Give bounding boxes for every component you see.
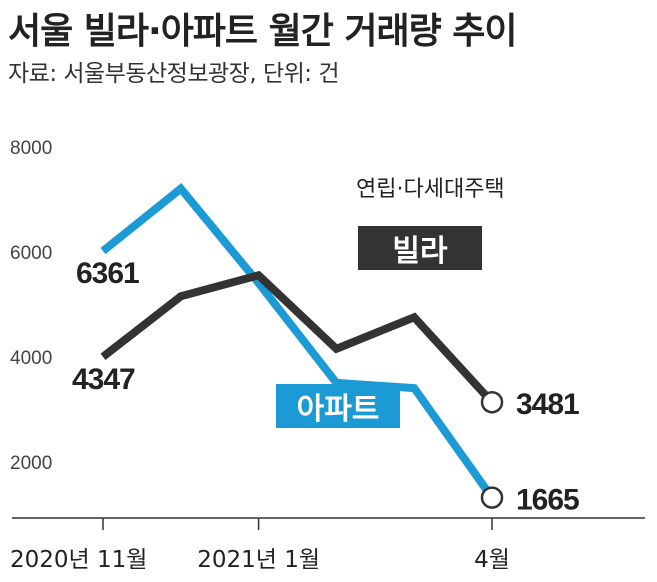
apartment-tag-label: 아파트 <box>297 392 380 427</box>
x-tick-label: 4월 <box>474 547 510 573</box>
apartment-tag-box <box>276 384 400 428</box>
villa-start-label: 4347 <box>72 363 135 396</box>
villa-tag-box <box>358 226 482 270</box>
villa-tag-label: 빌라 <box>392 234 448 269</box>
series-line-apartment <box>100 183 496 500</box>
x-axis-ticks: 2020년 11월 2021년 1월 4월 <box>10 518 510 573</box>
series-line-villa <box>100 270 495 405</box>
y-tick-label: 4000 <box>10 348 52 369</box>
chart-subtitle: 자료: 서울부동산정보광장, 단위: 건 <box>8 61 339 87</box>
y-axis-ticks: 2000 4000 6000 8000 <box>10 138 52 474</box>
villa-note: 연립·다세대주택 <box>356 177 505 202</box>
apartment-end-label: 1665 <box>516 484 579 517</box>
data-labels: 6361 4347 3481 1665 <box>72 257 580 517</box>
end-marker <box>480 390 504 414</box>
y-tick-label: 8000 <box>10 138 52 159</box>
villa-end-label: 3481 <box>516 388 579 421</box>
apartment-start-label: 6361 <box>76 257 139 290</box>
x-tick-label: 2020년 11월 <box>10 547 147 573</box>
end-marker <box>480 486 504 509</box>
y-tick-label: 2000 <box>10 453 52 474</box>
y-tick-label: 6000 <box>10 243 52 264</box>
x-tick-label: 2021년 1월 <box>197 547 320 573</box>
series-lines <box>100 183 504 509</box>
chart-title: 서울 빌라·아파트 월간 거래량 추이 <box>8 11 517 52</box>
